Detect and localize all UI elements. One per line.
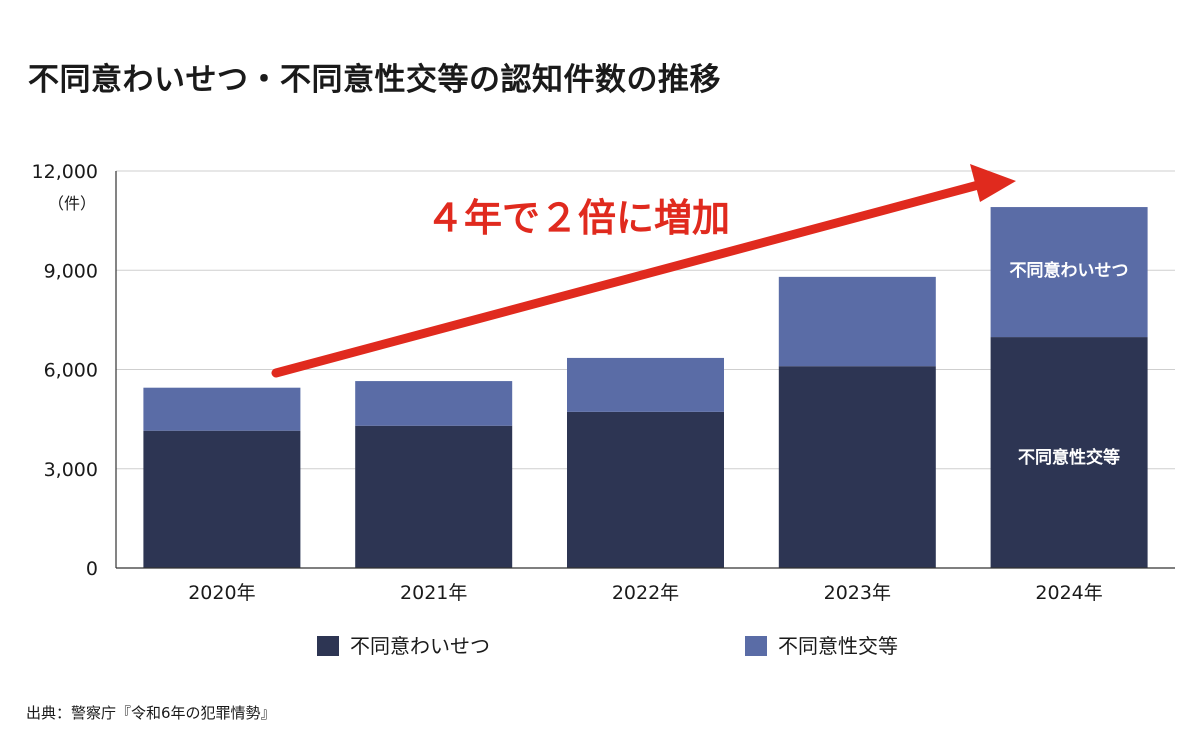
- bar-segment-upper: [355, 381, 513, 426]
- trend-annotation: ４年で２倍に増加: [426, 196, 730, 240]
- legend-label-lower: 不同意わいせつ: [350, 634, 490, 658]
- trend-arrow: ４年で２倍に増加: [271, 164, 1016, 378]
- trend-arrow-head: [970, 164, 1016, 202]
- axes: 0 3,000 6,000 9,000 12,000 （件） 2020年 2021年 2022年…: [32, 161, 1175, 604]
- x-tick-label: 2024年: [1035, 582, 1102, 604]
- chart-title: 不同意わいせつ・不同意性交等の認知件数の推移: [28, 62, 721, 98]
- x-tick-label: 2020年: [188, 582, 255, 604]
- bar-label-lower-series: 不同意性交等: [1018, 447, 1120, 468]
- source-note: 出典：警察庁『令和6年の犯罪情勢』: [26, 704, 276, 722]
- bar-segment-lower: [567, 411, 724, 568]
- legend-label-upper: 不同意性交等: [778, 634, 898, 658]
- x-tick-label: 2022年: [612, 582, 679, 604]
- y-axis-unit: （件）: [48, 194, 96, 213]
- bar-segment-upper: [778, 276, 936, 367]
- legend-swatch-upper: [745, 636, 767, 656]
- y-tick-label: 6,000: [44, 360, 98, 382]
- bar-segment-labels: 不同意わいせつ 不同意性交等: [1010, 260, 1129, 468]
- bar-segment-upper: [990, 207, 1148, 338]
- bar-segment-lower: [355, 425, 513, 568]
- y-tick-label: 3,000: [44, 459, 98, 481]
- bar-segment-upper: [567, 357, 724, 412]
- bar-segment-lower: [778, 366, 936, 568]
- bar-segment-upper: [143, 387, 301, 431]
- y-tick-label: 0: [86, 558, 98, 580]
- bar-segment-lower: [143, 430, 301, 568]
- y-tick-label: 12,000: [32, 161, 98, 183]
- bars: [143, 207, 1148, 568]
- trend-arrow-line: [271, 179, 987, 378]
- bar-segment-lower: [990, 337, 1148, 568]
- legend-swatch-lower: [317, 636, 339, 656]
- x-tick-label: 2023年: [824, 582, 891, 604]
- bar-label-upper-series: 不同意わいせつ: [1010, 260, 1129, 281]
- x-tick-label: 2021年: [400, 582, 467, 604]
- y-tick-label: 9,000: [44, 260, 98, 282]
- legend: 不同意わいせつ 不同意性交等: [317, 634, 898, 658]
